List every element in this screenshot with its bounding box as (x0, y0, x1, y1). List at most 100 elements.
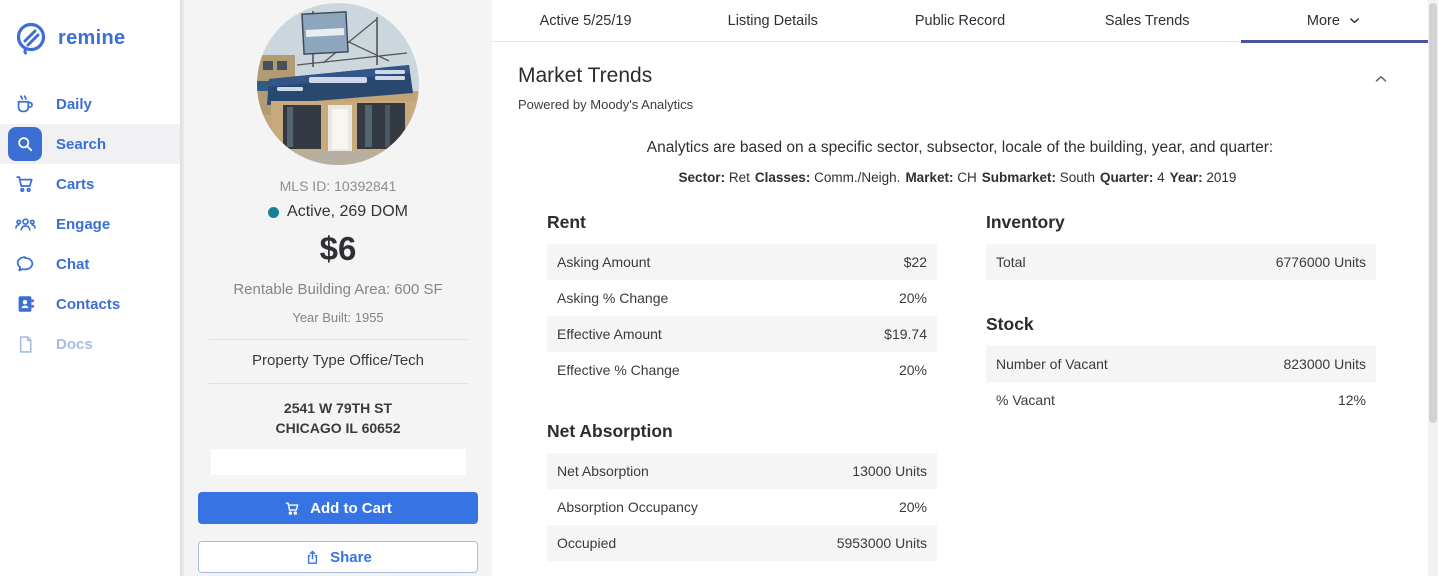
criteria-label: Sector: (678, 170, 726, 185)
remine-logo[interactable]: remine (0, 0, 180, 56)
row-value: 12% (1337, 392, 1366, 408)
trends-left-column: Rent Asking Amount $22 Asking % Change 2… (547, 212, 937, 561)
sidebar: remine Daily (0, 0, 180, 576)
tab-label: Sales Trends (1104, 12, 1190, 29)
scrollbar-thumb[interactable] (1429, 3, 1437, 423)
tab-active-date[interactable]: Active 5/25/19 (492, 0, 679, 41)
shopping-cart-icon (13, 172, 37, 196)
sidebar-item-docs[interactable]: Docs (0, 324, 180, 364)
row-value: 20% (898, 499, 927, 515)
table-row: Net Absorption 13000 Units (547, 453, 937, 489)
tab-bar: Active 5/25/19 Listing Details Public Re… (492, 0, 1429, 43)
add-to-cart-label: Add to Cart (310, 499, 392, 517)
vertical-scrollbar[interactable] (1428, 0, 1438, 576)
building-area: Rentable Building Area: 600 SF (233, 281, 443, 298)
coffee-cup-icon (13, 92, 37, 116)
address-line-2: CHICAGO IL 60652 (275, 420, 401, 436)
listing-status: Active, 269 DOM (184, 203, 492, 221)
row-value: 6776000 Units (1275, 254, 1366, 270)
sidebar-item-label: Chat (56, 255, 90, 273)
row-label: Effective Amount (557, 326, 662, 342)
add-to-cart-button[interactable]: Add to Cart (198, 492, 478, 524)
table-row: Total 6776000 Units (986, 244, 1376, 280)
criteria-label: Quarter: (1100, 170, 1154, 185)
row-label: Number of Vacant (996, 356, 1108, 372)
row-value: $19.74 (884, 326, 927, 342)
table-row: Absorption Occupancy 20% (547, 489, 937, 525)
row-label: Asking Amount (557, 254, 651, 270)
criteria-value: Ret (728, 170, 750, 185)
table-row: % Vacant 12% (986, 382, 1376, 418)
sidebar-item-engage[interactable]: Engage (0, 204, 180, 244)
share-label: Share (330, 548, 372, 566)
year-built: Year Built: 1955 (292, 310, 384, 325)
row-value: 823000 Units (1283, 356, 1366, 372)
row-label: Absorption Occupancy (557, 499, 698, 515)
row-label: % Vacant (996, 392, 1055, 408)
sidebar-item-label: Carts (56, 175, 95, 193)
criteria-value: CH (957, 170, 977, 185)
sidebar-item-label: Daily (56, 95, 92, 113)
sidebar-item-label: Contacts (56, 295, 121, 313)
row-value: $22 (903, 254, 927, 270)
criteria-label: Year: (1169, 170, 1203, 185)
rent-table: Asking Amount $22 Asking % Change 20% Ef… (547, 244, 937, 388)
row-label: Total (996, 254, 1026, 270)
collapse-section-button[interactable] (1372, 70, 1390, 88)
sidebar-item-search[interactable]: Search (0, 124, 180, 164)
listing-price: $6 (319, 230, 357, 267)
people-group-icon (13, 212, 37, 236)
sidebar-item-carts[interactable]: Carts (0, 164, 180, 204)
tab-label: More (1306, 12, 1340, 29)
address-book-icon (13, 292, 37, 316)
sidebar-item-daily[interactable]: Daily (0, 84, 180, 124)
stock-table: Number of Vacant 823000 Units % Vacant 1… (986, 346, 1376, 418)
row-value: 13000 Units (852, 463, 927, 479)
sidebar-divider (180, 0, 184, 576)
criteria-value: South (1059, 170, 1096, 185)
share-button[interactable]: Share (198, 541, 478, 573)
tab-public-record[interactable]: Public Record (866, 0, 1053, 41)
divider (209, 339, 467, 340)
criteria-label: Submarket: (981, 170, 1056, 185)
property-summary-panel: MLS ID: 10392841 Active, 269 DOM $6 Rent… (184, 0, 492, 576)
speech-bubble-icon (13, 252, 37, 276)
property-type: Property Type Office/Tech (251, 352, 425, 369)
tab-more[interactable]: More (1240, 0, 1429, 43)
net-absorption-section-title: Net Absorption (547, 421, 673, 441)
criteria-value: Comm./Neigh. (814, 170, 901, 185)
criteria-label: Market: (905, 170, 954, 185)
table-row: Asking Amount $22 (547, 244, 937, 280)
sidebar-item-contacts[interactable]: Contacts (0, 284, 180, 324)
market-trends-header: Market Trends Powered by Moody's Analyti… (492, 42, 1428, 112)
chevron-down-icon (1347, 13, 1362, 28)
row-value: 20% (898, 290, 927, 306)
table-row: Occupied 5953000 Units (547, 525, 937, 561)
powered-by: Powered by Moody's Analytics (518, 97, 694, 112)
sidebar-item-label: Engage (56, 215, 111, 233)
inventory-table: Total 6776000 Units (986, 244, 1376, 280)
property-photo[interactable] (257, 3, 419, 165)
cart-icon (284, 500, 301, 517)
divider (209, 383, 467, 384)
stock-section-title: Stock (986, 314, 1034, 334)
remine-logo-icon (13, 20, 49, 56)
magnifier-icon (8, 127, 42, 161)
trends-right-column: Inventory Total 6776000 Units Stock Numb… (986, 212, 1376, 561)
net-absorption-table: Net Absorption 13000 Units Absorption Oc… (547, 453, 937, 561)
criteria-label: Classes: (754, 170, 811, 185)
tab-sales-trends[interactable]: Sales Trends (1054, 0, 1241, 41)
table-row: Effective Amount $19.74 (547, 316, 937, 352)
criteria-value: 2019 (1206, 170, 1237, 185)
inventory-section-title: Inventory (986, 212, 1065, 232)
sidebar-item-chat[interactable]: Chat (0, 244, 180, 284)
mls-id: MLS ID: 10392841 (279, 178, 397, 194)
main-content: Active 5/25/19 Listing Details Public Re… (492, 0, 1429, 576)
trends-columns: Rent Asking Amount $22 Asking % Change 2… (492, 212, 1428, 561)
tags-field[interactable] (210, 449, 466, 475)
tab-listing-details[interactable]: Listing Details (679, 0, 866, 41)
sidebar-item-label: Docs (56, 335, 93, 353)
document-icon (13, 332, 37, 356)
section-title: Market Trends (518, 64, 653, 87)
